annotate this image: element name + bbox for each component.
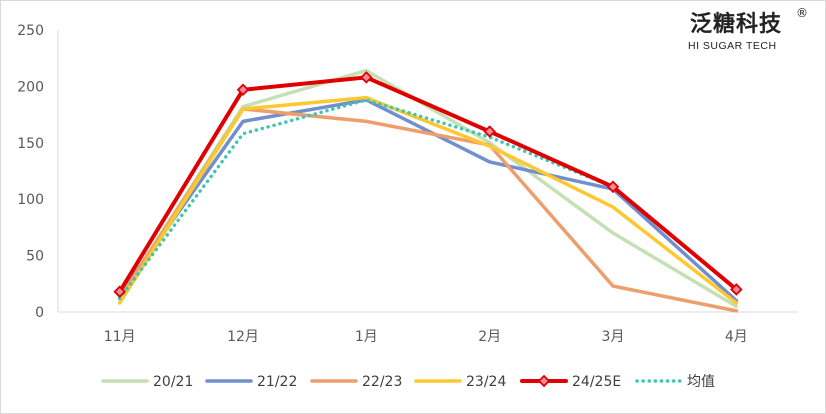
x-tick-label: 11月 xyxy=(104,329,136,345)
legend-label: 均值 xyxy=(687,374,715,390)
series-point xyxy=(730,283,743,296)
series-line-23-24 xyxy=(117,95,739,305)
legend: 20/21 21/22 22/23 23/24 24/25E 均值 xyxy=(101,374,715,390)
brand-logo: 泛糖科技 ® HI SUGAR TECH xyxy=(688,6,808,52)
y-tick-label: 0 xyxy=(35,305,44,321)
series-line-24-25E xyxy=(117,75,739,294)
x-tick-label: 12月 xyxy=(227,329,259,345)
legend-label: 23/24 xyxy=(466,374,506,390)
y-tick-label: 250 xyxy=(17,23,44,39)
logo-text-cn: 泛糖科技 xyxy=(690,11,782,37)
y-tick-label: 100 xyxy=(17,192,44,208)
series-point xyxy=(113,285,126,298)
legend-item: 均值 xyxy=(635,374,715,390)
x-tick-label: 3月 xyxy=(602,329,625,345)
x-tick-label: 2月 xyxy=(478,329,501,345)
series-point xyxy=(606,180,620,194)
series-point xyxy=(483,125,496,138)
legend-marker xyxy=(537,374,551,388)
x-tick-label: 4月 xyxy=(725,329,748,345)
y-axis: 0 50 100 150 200 250 xyxy=(17,23,59,321)
legend-label: 24/25E xyxy=(572,374,621,390)
legend-item: 22/23 xyxy=(310,374,402,390)
y-tick-label: 50 xyxy=(26,249,44,265)
y-tick-label: 200 xyxy=(17,79,44,95)
legend-item: 21/22 xyxy=(205,374,297,390)
series-line-21-22 xyxy=(117,98,739,303)
legend-label: 20/21 xyxy=(153,374,193,390)
logo-registered-mark: ® xyxy=(796,6,808,20)
legend-item: 23/24 xyxy=(414,374,506,390)
legend-label: 22/23 xyxy=(362,374,402,390)
legend-label: 21/22 xyxy=(257,374,297,390)
x-axis: 11月 12月 1月 2月 3月 4月 xyxy=(58,311,798,345)
legend-item: 20/21 xyxy=(101,374,193,390)
series-point xyxy=(360,71,373,84)
legend-item: 24/25E xyxy=(520,374,621,390)
x-tick-label: 1月 xyxy=(355,329,378,345)
series-layer xyxy=(113,68,743,313)
y-tick-label: 150 xyxy=(17,136,44,152)
logo-text-en: HI SUGAR TECH xyxy=(688,40,777,52)
series-point xyxy=(236,83,250,97)
